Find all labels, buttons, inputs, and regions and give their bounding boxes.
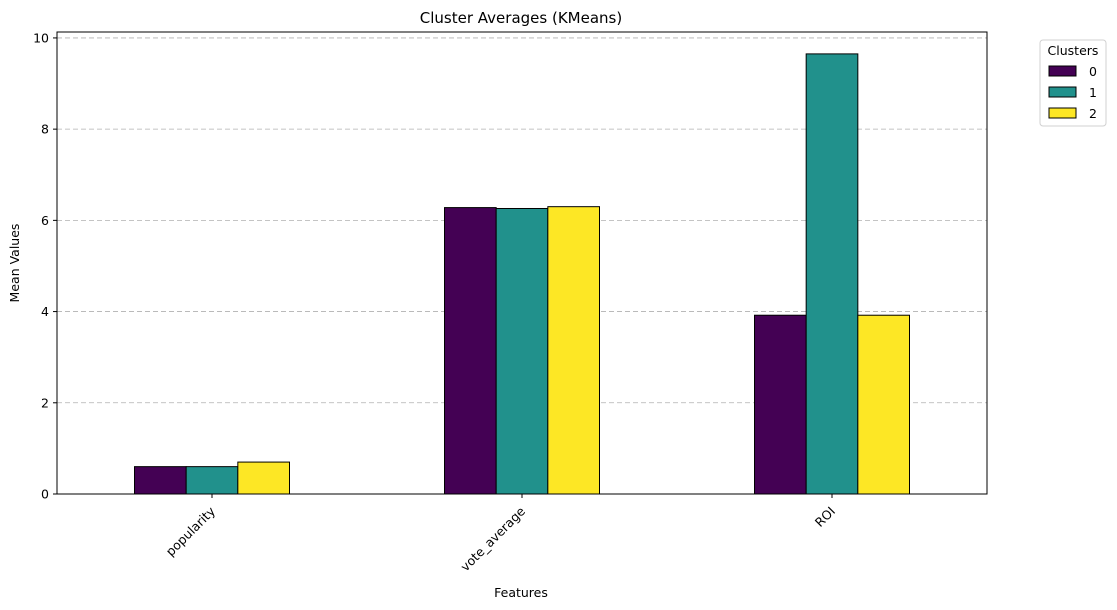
bar-cluster-1-vote_average [495,207,549,495]
legend-swatch-1 [1048,86,1077,98]
y-tick-label: 10 [33,30,49,45]
bar-cluster-1-popularity [185,466,239,495]
bars [134,53,910,495]
bar-cluster-0-vote_average [444,207,497,495]
y-tick-label: 0 [41,487,49,502]
bar-cluster-2-popularity [237,461,290,495]
legend-box [1039,39,1107,127]
legend: Clusters 0 1 2 [1039,39,1107,127]
y-axis-label: Mean Values [7,224,22,303]
y-tick-label: 4 [41,304,49,319]
bar-cluster-0-ROI [754,314,807,495]
legend-label-1: 1 [1089,85,1097,100]
y-tick-label: 6 [41,213,49,228]
y-tick-label: 2 [41,395,49,410]
legend-label-2: 2 [1089,106,1097,121]
x-axis: popularity vote_average ROI [163,494,838,574]
y-axis: 0 2 4 6 8 10 [33,30,57,502]
legend-title: Clusters [1048,43,1099,58]
bar-cluster-2-vote_average [547,206,600,495]
legend-swatch-0 [1048,65,1077,77]
bar-cluster-1-ROI [805,53,859,495]
legend-swatch-2 [1048,107,1077,119]
x-axis-label: Features [494,585,548,600]
legend-label-0: 0 [1089,64,1097,79]
x-tick-label: ROI [812,504,838,530]
y-tick-label: 8 [41,122,49,137]
x-tick-label: popularity [163,503,219,559]
chart-title: Cluster Averages (KMeans) [420,9,622,27]
bar-cluster-2-ROI [857,314,910,495]
x-tick-label: vote_average [457,503,528,574]
bar-cluster-0-popularity [134,466,187,495]
